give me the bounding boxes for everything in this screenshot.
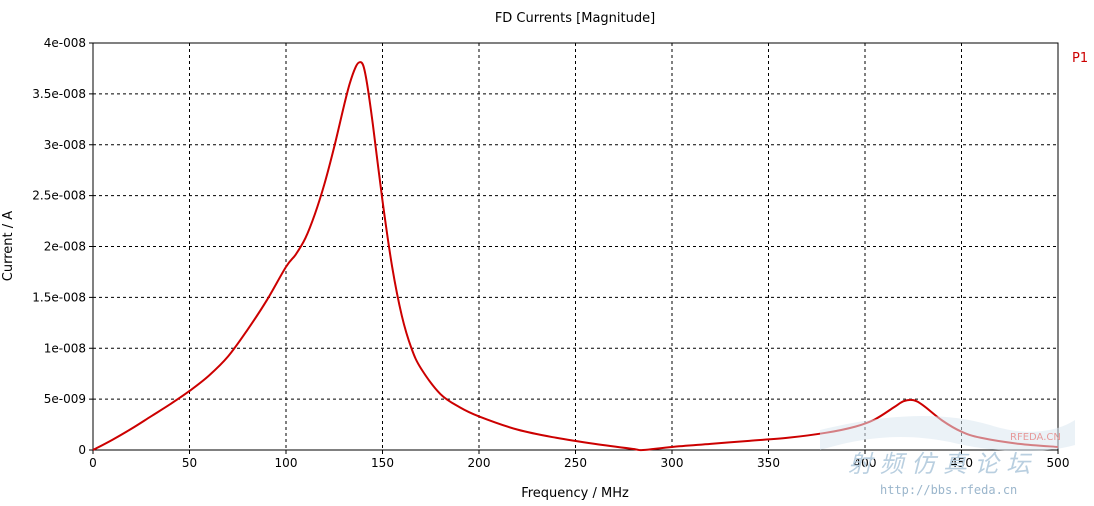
series-line-p1 — [92, 61, 1059, 452]
x-axis-label: Frequency / MHz — [521, 486, 629, 501]
grid-lines — [93, 43, 1058, 450]
y-tick-label: 1e-008 — [44, 341, 86, 355]
x-axis-ticks: 0 50 100 150 200 250 300 350 400 450 500 — [89, 450, 1069, 470]
y-tick-label: 0 — [78, 443, 86, 457]
y-tick-label: 3e-008 — [44, 138, 86, 152]
legend: P1 — [1072, 51, 1088, 66]
x-tick-label: 200 — [468, 456, 491, 470]
y-tick-label: 3.5e-008 — [32, 87, 86, 101]
x-tick-label: 500 — [1047, 456, 1070, 470]
x-tick-label: 400 — [854, 456, 877, 470]
x-tick-label: 150 — [371, 456, 394, 470]
legend-entry-p1: P1 — [1072, 51, 1088, 66]
x-tick-label: 50 — [182, 456, 197, 470]
chart-title: FD Currents [Magnitude] — [495, 11, 655, 26]
y-tick-label: 5e-009 — [44, 392, 86, 406]
watermark-url: http://bbs.rfeda.cn — [880, 483, 1017, 497]
watermark: RFEDA.CN 射 频 仿 真 论 坛 http://bbs.rfeda.cn — [820, 415, 1075, 497]
watermark-brand: RFEDA.CN — [1010, 432, 1061, 443]
x-tick-label: 0 — [89, 456, 97, 470]
x-tick-label: 450 — [950, 456, 973, 470]
x-tick-label: 350 — [757, 456, 780, 470]
y-axis-label: Current / A — [1, 211, 16, 281]
y-tick-label: 1.5e-008 — [32, 290, 86, 304]
y-tick-label: 2e-008 — [44, 240, 86, 254]
y-tick-label: 4e-008 — [44, 36, 86, 50]
y-axis-ticks: 0 5e-009 1e-008 1.5e-008 2e-008 2.5e-008 3e-00… — [32, 36, 93, 457]
watermark-wave-shape — [820, 415, 1075, 452]
x-tick-label: 250 — [564, 456, 587, 470]
x-tick-label: 100 — [275, 456, 298, 470]
y-tick-label: 2.5e-008 — [32, 189, 86, 203]
watermark-chinese-text: 射 频 仿 真 论 坛 — [848, 450, 1033, 478]
series-layer — [92, 61, 1059, 452]
x-tick-label: 300 — [661, 456, 684, 470]
